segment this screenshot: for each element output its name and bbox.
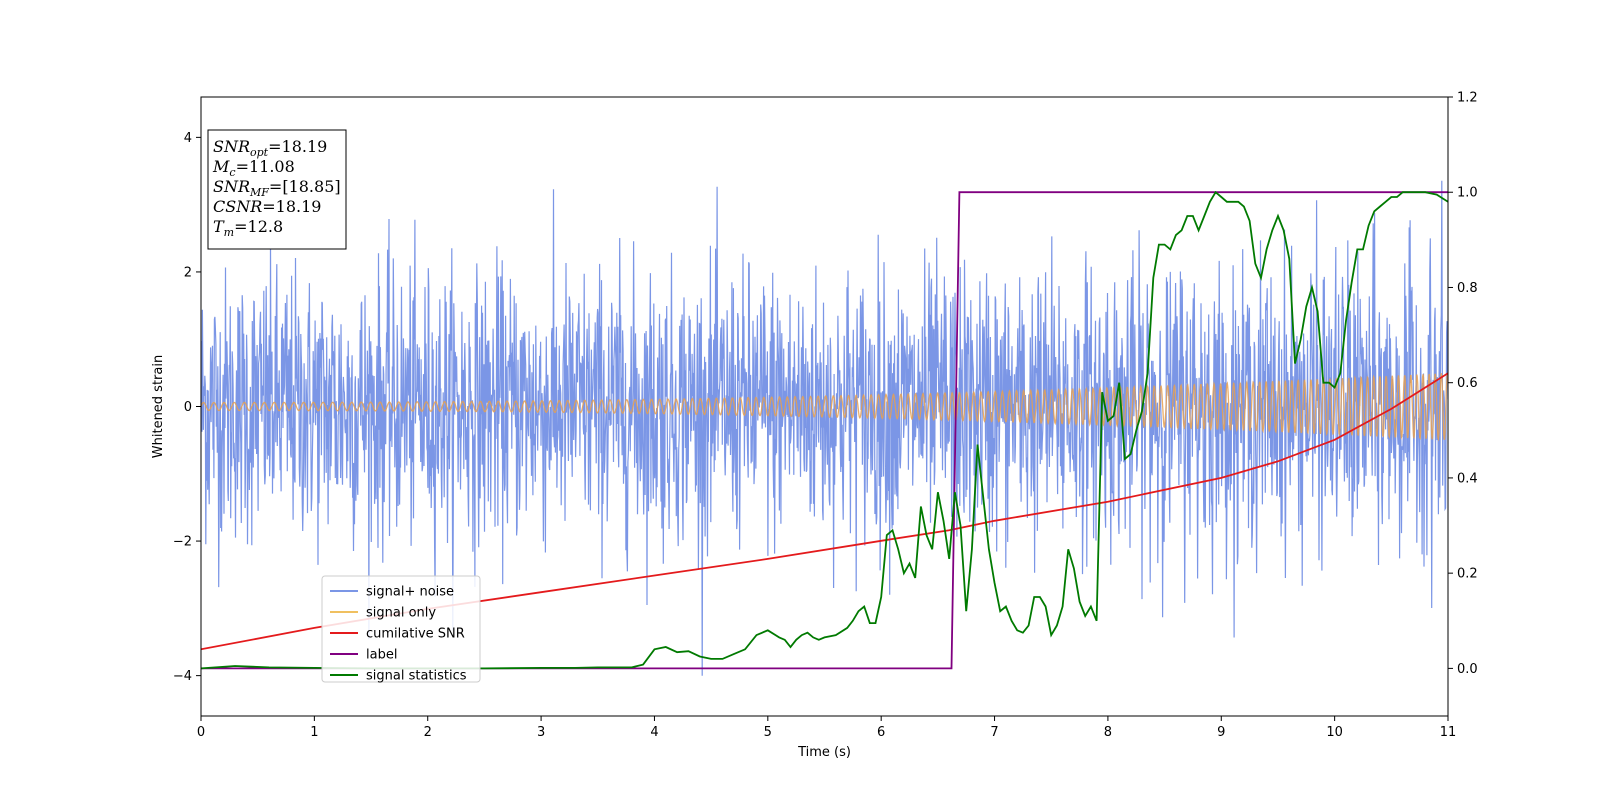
series-signal-noise-line	[201, 180, 1448, 676]
series-signal-only-line	[201, 372, 1448, 442]
y-axis-left: −4 −2 0 2 4	[173, 131, 201, 684]
x-tick-label: 8	[1104, 725, 1112, 740]
annotation-line: CSNR=18.19	[213, 197, 321, 216]
legend: signal+ noise signal only cumilative SNR la…	[321, 575, 481, 684]
legend-label: signal only	[366, 606, 436, 621]
x-tick-label: 2	[424, 725, 432, 740]
annotation-line: Mc=11.08	[212, 157, 295, 179]
legend-label: label	[366, 648, 397, 663]
y-left-tick-label: 0	[184, 400, 192, 415]
series-signal-statistics-line	[201, 190, 1448, 670]
x-tick-label: 4	[650, 725, 658, 740]
y-left-tick-label: −2	[173, 535, 192, 550]
y-right-tick-label: 0.0	[1457, 662, 1478, 677]
y-axis-right: 0.0 0.2 0.4 0.6 0.8 1.0 1.2	[1448, 91, 1478, 677]
x-tick-label: 6	[877, 725, 885, 740]
y-left-tick-label: 4	[184, 131, 192, 146]
legend-label: signal statistics	[366, 669, 467, 684]
y-left-tick-label: −4	[173, 669, 192, 684]
legend-frame	[321, 575, 481, 683]
annotation-line: SNRopt=18.19	[213, 137, 327, 159]
x-axis-title: Time (s)	[797, 745, 851, 760]
x-tick-label: 1	[310, 725, 318, 740]
y-axis-title: Whitened strain	[151, 355, 166, 458]
x-tick-label: 5	[764, 725, 772, 740]
legend-label: signal+ noise	[366, 585, 454, 600]
annotation-line: Tm=12.8	[213, 217, 283, 239]
legend-label: cumilative SNR	[366, 627, 465, 642]
y-right-tick-label: 0.2	[1457, 567, 1478, 582]
annotation-frame	[207, 129, 347, 250]
y-left-tick-label: 2	[184, 265, 192, 280]
x-tick-label: 7	[990, 725, 998, 740]
x-tick-label: 11	[1440, 725, 1457, 740]
y-right-tick-label: 0.4	[1457, 471, 1478, 486]
y-right-tick-label: 0.6	[1457, 376, 1478, 391]
y-right-tick-label: 1.2	[1457, 91, 1478, 106]
annotation-box: SNRopt=18.19Mc=11.08SNRMF=[18.85]CSNR=18…	[207, 129, 347, 250]
x-tick-label: 10	[1326, 725, 1343, 740]
x-tick-label: 3	[537, 725, 545, 740]
x-tick-label: 9	[1217, 725, 1225, 740]
x-axis: 0 1 2 3 4 5 6 7 8 9 10 11	[197, 716, 1456, 740]
y-right-tick-label: 0.8	[1457, 281, 1478, 296]
y-right-tick-label: 1.0	[1457, 186, 1478, 201]
x-tick-label: 0	[197, 725, 205, 740]
annotation-line: SNRMF=[18.85]	[213, 177, 341, 199]
